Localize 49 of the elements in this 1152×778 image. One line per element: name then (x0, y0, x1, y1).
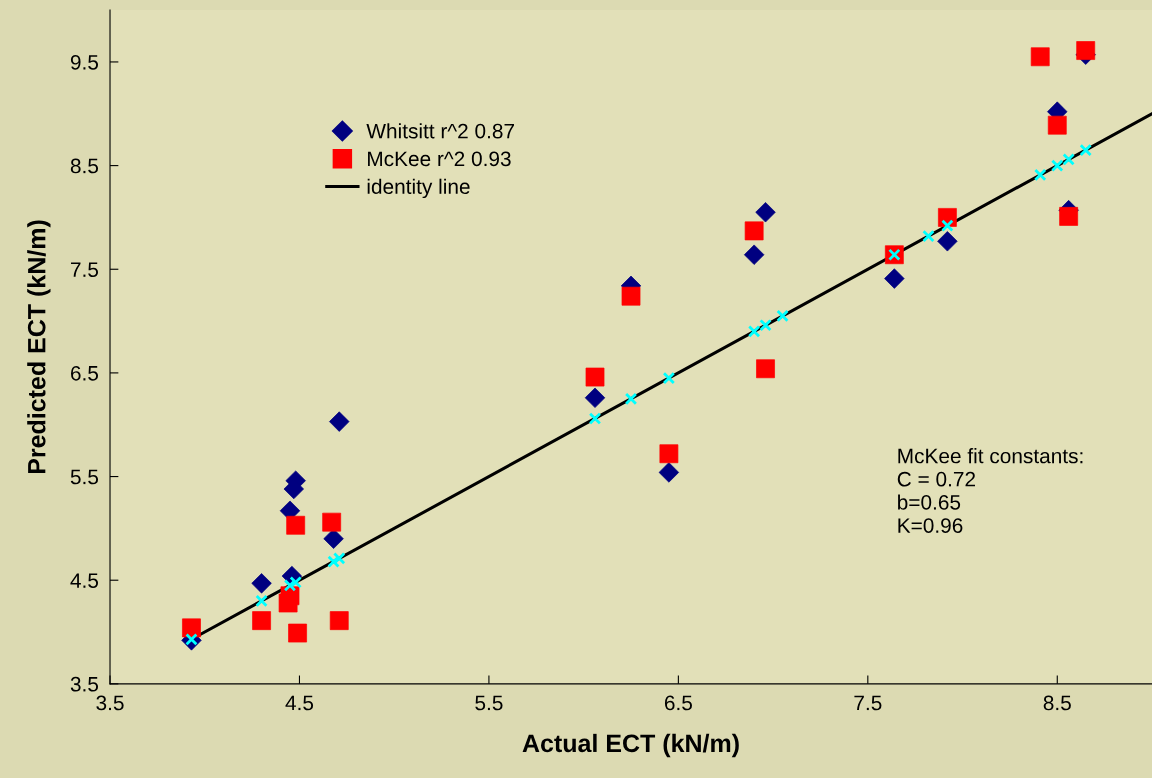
legend-label: identity line (367, 178, 470, 199)
point (744, 221, 764, 241)
y-axis-title: Predicted ECT (kN/m) (27, 220, 51, 474)
y-tick-label: 6.5 (71, 365, 99, 381)
point (755, 202, 776, 223)
point (278, 593, 298, 613)
x-tick-label: 4.5 (285, 695, 314, 711)
legend-label: Whitsitt r^2 0.87 (366, 123, 514, 139)
point (327, 555, 340, 568)
x-tick-label: 5.5 (475, 695, 503, 711)
point (759, 318, 772, 332)
point (255, 594, 268, 608)
point (584, 387, 606, 408)
point (941, 219, 954, 232)
point (289, 576, 302, 589)
point (922, 229, 935, 243)
point (182, 618, 201, 638)
point (658, 462, 680, 483)
point (251, 573, 272, 594)
point (1062, 153, 1075, 166)
point (283, 579, 297, 592)
point (621, 286, 641, 306)
point (333, 552, 346, 565)
y-tick-label: 5.5 (70, 469, 99, 485)
x-tick-label: 7.5 (854, 695, 882, 711)
point (1079, 143, 1092, 157)
point (1059, 207, 1079, 226)
point (1033, 168, 1047, 182)
y-tick-label: 9.5 (70, 54, 99, 70)
x-axis-title: Actual ECT (kN/m) (522, 733, 739, 758)
y-tick-label: 8.5 (70, 158, 99, 174)
point (1047, 115, 1067, 135)
x-tick-label: 8.5 (1043, 695, 1071, 711)
annotation: McKee fit constants: C = 0.72 b=0.65 K=0.96 (897, 448, 1083, 533)
point (252, 611, 271, 631)
y-tick-label: 4.5 (70, 573, 99, 588)
y-tick-label: 3.5 (70, 676, 99, 692)
point (588, 412, 602, 425)
x-tick-label: 6.5 (664, 695, 692, 711)
point (743, 244, 765, 265)
x-tick-label: 3.5 (96, 695, 124, 711)
y-tick-label: 7.5 (71, 262, 99, 277)
legend-label: McKee r^2 0.93 (368, 151, 511, 167)
point (585, 367, 605, 387)
point (662, 371, 676, 385)
point (624, 392, 638, 406)
point (1051, 159, 1064, 172)
point (776, 309, 789, 323)
point (747, 325, 761, 338)
